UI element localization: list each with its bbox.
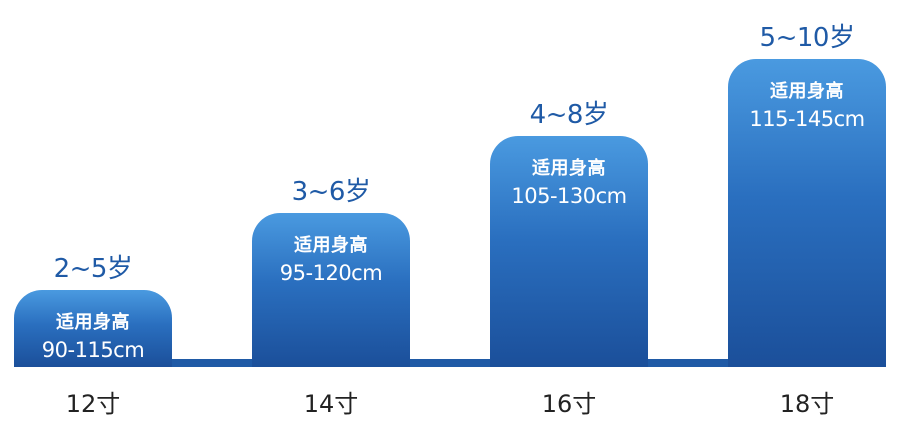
size-tick-label: 12寸 bbox=[65, 390, 121, 418]
bar-label: 适用身高 bbox=[532, 158, 606, 179]
bar-label: 适用身高 bbox=[56, 312, 130, 333]
bar: 适用身高 95-120cm bbox=[252, 213, 410, 367]
baseline bbox=[14, 359, 886, 367]
age-label: 2~5岁 bbox=[53, 254, 133, 284]
height-range-label: 105-130cm bbox=[511, 184, 627, 208]
size-tick-label: 18寸 bbox=[779, 390, 835, 418]
height-range-label: 95-120cm bbox=[279, 261, 383, 285]
size-tick-label: 16寸 bbox=[541, 390, 597, 418]
bar: 适用身高 115-145cm bbox=[728, 59, 886, 367]
bar: 适用身高 90-115cm bbox=[14, 290, 172, 367]
height-range-label: 90-115cm bbox=[41, 338, 145, 362]
age-label: 3~6岁 bbox=[291, 177, 371, 207]
bar-label: 适用身高 bbox=[770, 81, 844, 102]
age-label: 4~8岁 bbox=[529, 100, 609, 130]
bar-label: 适用身高 bbox=[294, 235, 368, 256]
height-range-label: 115-145cm bbox=[749, 107, 865, 131]
age-label: 5~10岁 bbox=[759, 23, 855, 53]
bar: 适用身高 105-130cm bbox=[490, 136, 648, 367]
size-tick-label: 14寸 bbox=[303, 390, 359, 418]
